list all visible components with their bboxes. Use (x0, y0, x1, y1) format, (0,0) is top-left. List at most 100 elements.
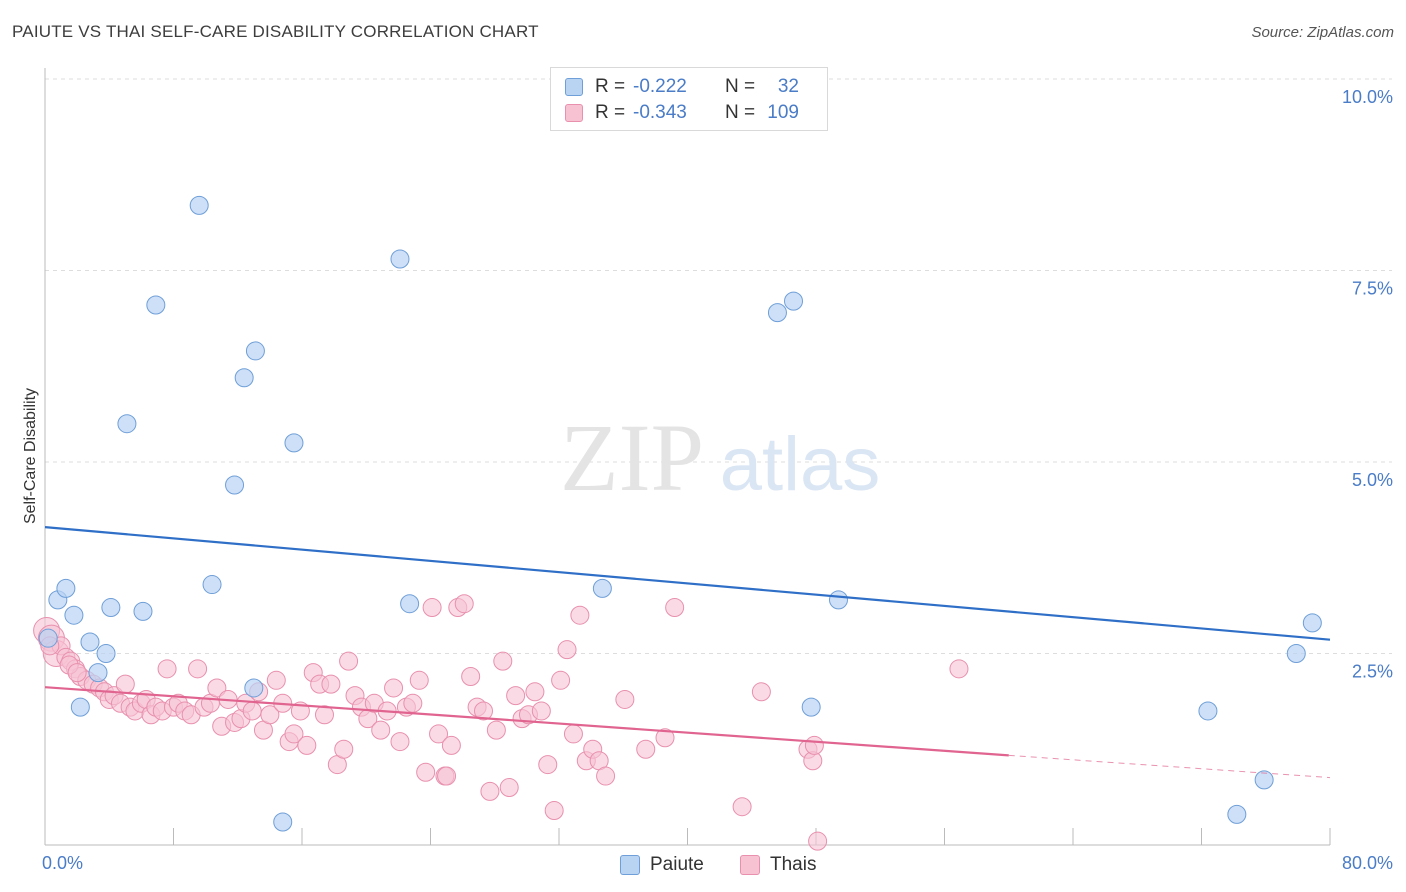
bottom-legend-thais: Thais (740, 852, 816, 878)
watermark-zip: ZIP (560, 404, 704, 511)
thais-point (390, 732, 410, 752)
thais-trendline (44, 686, 1009, 757)
paiute-point (592, 578, 612, 598)
chart-title: PAIUTE VS THAI SELF-CARE DISABILITY CORR… (12, 22, 539, 41)
paiute-point (828, 590, 848, 610)
thais-point (563, 724, 583, 744)
thais-point (499, 778, 519, 798)
paiute-swatch (620, 855, 640, 875)
thais-point (655, 728, 675, 748)
thais-point (636, 739, 656, 759)
paiute-point (245, 341, 265, 361)
thais-point (422, 598, 442, 618)
paiute-point (273, 812, 293, 832)
n-value: 109 (767, 102, 799, 123)
thais-point (949, 659, 969, 679)
thais-point (557, 640, 577, 660)
paiute-trendline (44, 526, 1331, 641)
thais-point (403, 693, 423, 713)
thais-point (321, 674, 341, 694)
thais-point (551, 670, 571, 690)
thais-point (188, 659, 208, 679)
paiute-point (1198, 701, 1218, 721)
bottom-legend-label: Thais (770, 854, 817, 875)
thais-swatch (740, 855, 760, 875)
paiute-point (56, 578, 76, 598)
paiute-point (284, 433, 304, 453)
thais-point (531, 701, 551, 721)
paiute-point (189, 195, 209, 215)
paiute-point (202, 575, 222, 595)
x-tick-label: 80.0% (1342, 853, 1393, 873)
thais-point (506, 686, 526, 706)
paiute-points (38, 195, 1322, 832)
thais-point (525, 682, 545, 702)
y-tick-label: 2.5% (1352, 662, 1393, 682)
y-tick-label: 5.0% (1352, 470, 1393, 490)
x-tick-label: 0.0% (42, 853, 83, 873)
thais-point (544, 801, 564, 821)
paiute-point (64, 605, 84, 625)
n-label: N = (725, 76, 756, 97)
thais-point (115, 674, 135, 694)
paiute-point (801, 697, 821, 717)
thais-point (751, 682, 771, 702)
thais-point (732, 797, 752, 817)
thais-point (804, 735, 824, 755)
thais-point (486, 720, 506, 740)
watermark-atlas: atlas (720, 422, 881, 507)
thais-point (441, 735, 461, 755)
thais-point (371, 720, 391, 740)
paiute-point (784, 291, 804, 311)
thais-point (314, 705, 334, 725)
thais-points (33, 594, 969, 851)
thais-point (429, 724, 449, 744)
thais-point (334, 739, 354, 759)
thais-point (493, 651, 513, 671)
paiute-point (234, 368, 254, 388)
thais-point (538, 755, 558, 775)
thais-point (461, 666, 481, 686)
paiute-point (1227, 804, 1247, 824)
grid-layer (45, 78, 1392, 654)
paiute-point (244, 678, 264, 698)
r-label: R = (595, 102, 626, 123)
thais-point (207, 678, 227, 698)
paiute-point (38, 628, 58, 648)
stats-legend: R = -0.222 N = 32 R = -0.343 N = 109 (550, 67, 828, 131)
paiute-point (88, 663, 108, 683)
y-tick-label: 7.5% (1352, 279, 1393, 299)
source-label: Source: ZipAtlas.com (1251, 24, 1394, 41)
legend-row-thais: R = -0.343 N = 109 (565, 101, 799, 125)
thais-point (615, 689, 635, 709)
thais-point (409, 670, 429, 690)
thais-point (284, 724, 304, 744)
paiute-point (133, 601, 153, 621)
paiute-point (117, 414, 137, 434)
thais-swatch (565, 104, 583, 122)
r-value: -0.222 (633, 76, 687, 97)
thais-point (67, 663, 87, 683)
paiute-point (70, 697, 90, 717)
paiute-point (146, 295, 166, 315)
paiute-point (1254, 770, 1274, 790)
n-value: 32 (777, 76, 799, 97)
thais-point (266, 670, 286, 690)
tick-labels: 2.5% 5.0% 7.5% 10.0% 0.0% 80.0% (42, 87, 1393, 873)
r-value: -0.343 (633, 102, 687, 123)
paiute-point (1302, 613, 1322, 633)
n-label: N = (725, 102, 756, 123)
y-axis-label: Self-Care Disability (22, 388, 39, 524)
paiute-point (767, 303, 787, 323)
thais-point (384, 678, 404, 698)
bottom-legend-paiute: Paiute (620, 852, 704, 878)
paiute-point (101, 598, 121, 618)
thais-point (474, 701, 494, 721)
paiute-point (225, 475, 245, 495)
r-label: R = (595, 76, 626, 97)
thais-point (596, 766, 616, 786)
thais-point (454, 594, 474, 614)
thais-point (437, 766, 457, 786)
thais-point (416, 762, 436, 782)
